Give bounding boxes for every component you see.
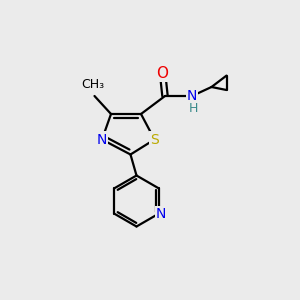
Text: CH₃: CH₃: [81, 79, 105, 92]
Text: H: H: [189, 102, 198, 115]
Text: N: N: [97, 133, 107, 146]
Text: O: O: [157, 66, 169, 81]
Text: N: N: [156, 207, 166, 221]
Text: N: N: [187, 89, 197, 103]
Text: S: S: [150, 133, 159, 146]
